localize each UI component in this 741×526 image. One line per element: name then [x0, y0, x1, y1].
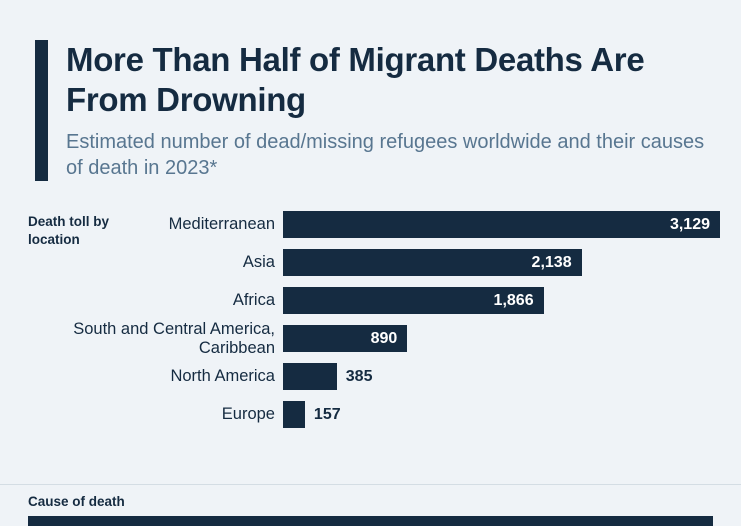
value-label: 3,129: [669, 215, 710, 233]
bar-asia: 2,138: [283, 249, 582, 277]
bar-south-and-central-america-caribbean: 890: [283, 325, 408, 353]
chart-row: Asia 2,138: [28, 249, 720, 277]
bar-track: 1,866: [283, 287, 720, 315]
title-accent-bar: [35, 40, 48, 182]
chart-row: North America 385: [28, 363, 720, 391]
bar-europe: [283, 401, 305, 429]
category-label: South and Central America, Caribbean: [73, 320, 275, 357]
category-label: Europe: [221, 405, 275, 424]
category-label: Africa: [232, 291, 275, 310]
cause-of-death-bar: [28, 516, 713, 526]
footer-divider: [0, 484, 741, 485]
header-text: More Than Half of Migrant Deaths Are Fro…: [66, 40, 713, 181]
footer: Cause of death: [0, 484, 741, 526]
bar-track: 890: [283, 325, 720, 353]
value-label: 890: [370, 329, 398, 347]
bar-north-america: [283, 363, 337, 391]
value-label: 1,866: [493, 291, 534, 309]
category-label: North America: [170, 367, 275, 386]
category-label: Asia: [242, 253, 275, 272]
page-title: More Than Half of Migrant Deaths Are Fro…: [66, 41, 645, 118]
bar-track: 2,138: [283, 249, 720, 277]
bar-africa: 1,866: [283, 287, 544, 315]
category-label: Mediterranean: [168, 215, 275, 234]
value-label: 385: [345, 367, 373, 385]
bar-chart: Death toll by location Mediterranean 3,12…: [0, 211, 741, 429]
page-subtitle: Estimated number of dead/missing refugee…: [66, 131, 705, 180]
axis-section-label: Death toll by location: [28, 214, 110, 247]
cause-of-death-label: Cause of death: [28, 494, 125, 509]
chart-rows: Mediterranean 3,129 Asia 2,138 Africa 1,866 So…: [28, 211, 720, 429]
value-label: 157: [313, 405, 341, 423]
chart-row: Europe 157: [28, 401, 720, 429]
chart-row: Africa 1,866: [28, 287, 720, 315]
chart-row: Mediterranean 3,129: [28, 211, 720, 239]
header: More Than Half of Migrant Deaths Are Fro…: [35, 40, 713, 182]
bar-mediterranean: 3,129: [283, 211, 720, 239]
bar-track: 157: [283, 401, 720, 429]
value-label: 2,138: [531, 253, 572, 271]
bar-track: 3,129: [283, 211, 720, 239]
bar-track: 385: [283, 363, 720, 391]
chart-row: South and Central America, Caribbean 890: [28, 320, 720, 357]
